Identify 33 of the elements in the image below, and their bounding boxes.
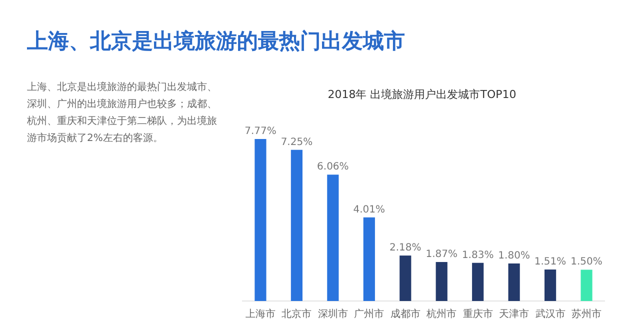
x-tick-label: 上海市 [245, 308, 276, 320]
bar [327, 174, 339, 301]
bar [400, 256, 412, 301]
bar [580, 270, 592, 301]
data-label: 2.18% [389, 242, 422, 254]
x-tick-label: 广州市 [354, 308, 384, 320]
x-tick-label: 北京市 [282, 308, 312, 320]
bar [254, 139, 266, 301]
data-label: 1.51% [534, 256, 566, 268]
x-tick-label: 重庆市 [462, 308, 493, 320]
x-tick-label: 武汉市 [535, 308, 566, 320]
data-label: 7.25% [280, 136, 313, 148]
x-tick-label: 苏州市 [572, 308, 602, 320]
chart-subtitle: 2018年 出境旅游用户出发城市TOP10 [328, 88, 516, 101]
data-label: 1.87% [426, 249, 458, 260]
bar [436, 262, 448, 301]
x-tick-label: 杭州市 [426, 308, 457, 320]
data-label: 7.77% [244, 126, 276, 137]
x-tick-label: 深圳市 [318, 308, 348, 320]
data-label: 1.83% [462, 250, 494, 261]
data-label: 4.01% [353, 204, 386, 216]
x-tick-label: 天津市 [499, 308, 530, 320]
bar [508, 263, 520, 301]
chart-title: 上海、北京是出境旅游的最热门出发城市 [26, 29, 405, 53]
bar [544, 270, 556, 301]
x-tick-label: 成都市 [390, 308, 420, 320]
data-label: 1.50% [570, 256, 602, 268]
data-label: 6.06% [317, 162, 349, 173]
data-label: 1.80% [498, 250, 530, 262]
bar [363, 217, 375, 301]
bar [472, 262, 484, 301]
bar [290, 150, 302, 301]
text: 上海、北京是出境旅游的最热门出发城市、深圳、广州的出境旅游用户也较多；成都、杭州、重庆和天津位于第二梯队，为出境旅游市场贡献了2%左右的客源。 [26, 81, 217, 144]
